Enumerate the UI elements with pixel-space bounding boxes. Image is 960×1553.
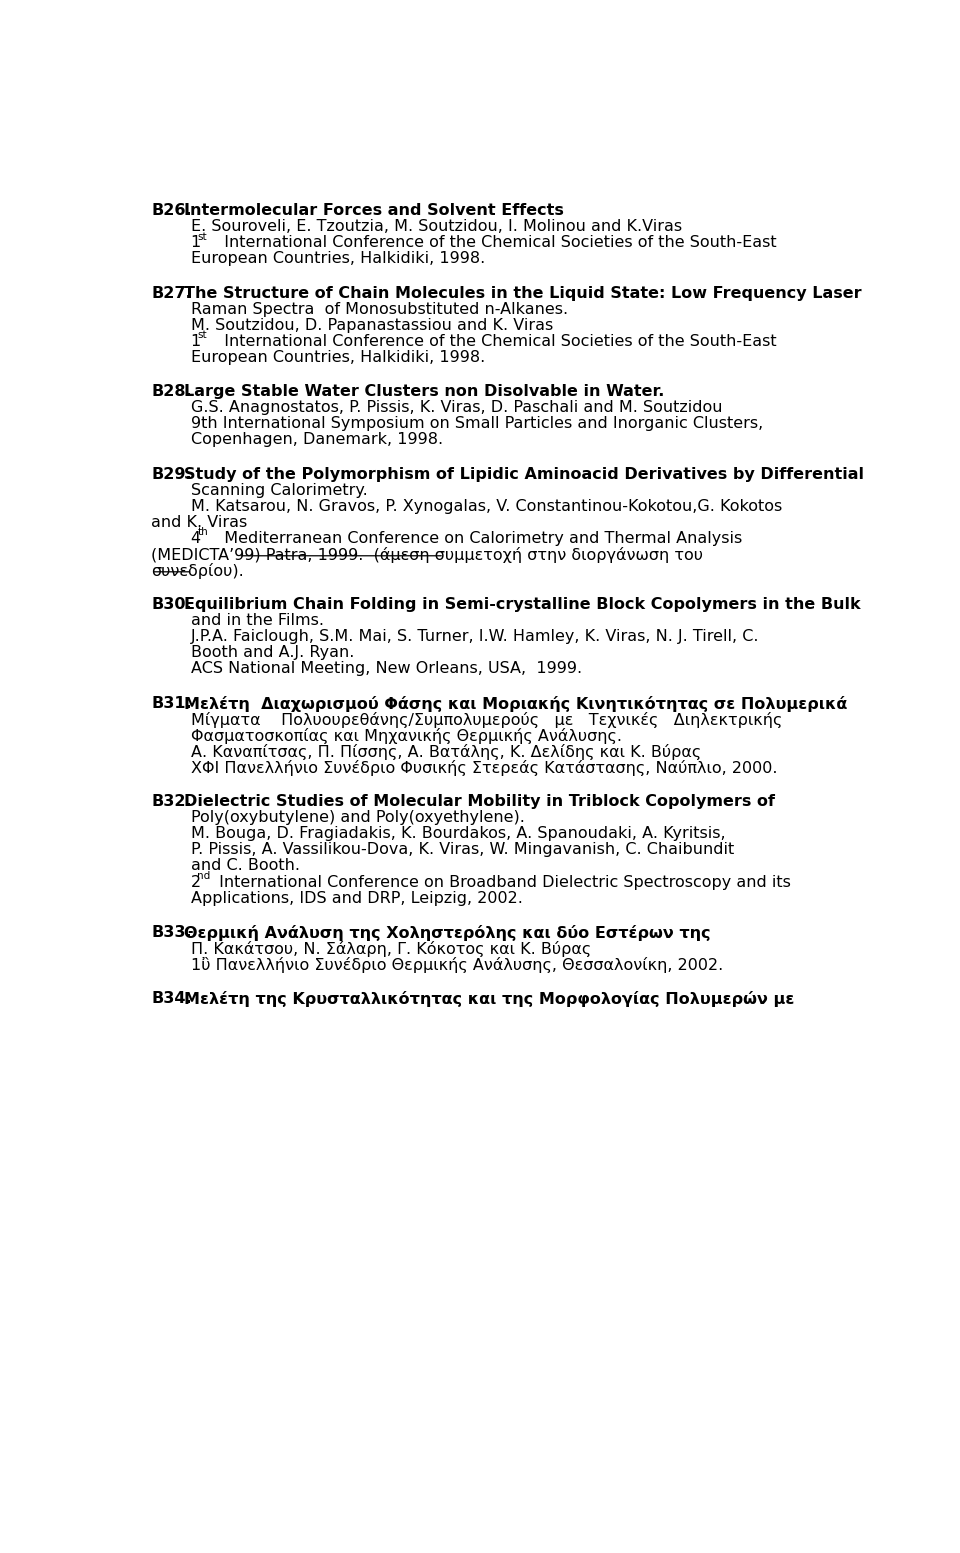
- Text: and C. Booth.: and C. Booth.: [191, 859, 300, 873]
- Text: st: st: [198, 231, 207, 242]
- Text: Study of the Polymorphism of Lipidic Aminoacid Derivatives by Differential: Study of the Polymorphism of Lipidic Ami…: [184, 467, 864, 481]
- Text: The Structure of Chain Molecules in the Liquid State: Low Frequency Laser: The Structure of Chain Molecules in the …: [184, 286, 862, 301]
- Text: Θερμική Ανάλυση της Χοληστερόλης και δύο Εστέρων της: Θερμική Ανάλυση της Χοληστερόλης και δύο…: [184, 926, 710, 941]
- Text: Equilibrium Chain Folding in Semi-crystalline Block Copolymers in the Bulk: Equilibrium Chain Folding in Semi-crysta…: [184, 598, 860, 612]
- Text: 9th International Symposium on Small Particles and Inorganic Clusters,: 9th International Symposium on Small Par…: [191, 416, 763, 432]
- Text: P. Pissis, A. Vassilikou-Dova, K. Viras, W. Mingavanish, C. Chaibundit: P. Pissis, A. Vassilikou-Dova, K. Viras,…: [191, 842, 734, 857]
- Text: Mediterranean Conference on Calorimetry and Thermal Analysis: Mediterranean Conference on Calorimetry …: [214, 531, 742, 545]
- Text: Β27.: Β27.: [152, 286, 192, 301]
- Text: nd: nd: [198, 871, 210, 881]
- Text: (MEDICTA’99) Patra, 1999.  (άμεση συμμετοχή στην διοργάνωση του: (MEDICTA’99) Patra, 1999. (άμεση συμμετο…: [152, 547, 704, 562]
- Text: Β28.: Β28.: [152, 384, 192, 399]
- Text: International Conference on Broadband Dielectric Spectroscopy and its: International Conference on Broadband Di…: [214, 874, 791, 890]
- Text: ΧΦΙ Πανελλήνιο Συνέδριο Φυσικής Στερεάς Κατάστασης, Ναύπλιο, 2000.: ΧΦΙ Πανελλήνιο Συνέδριο Φυσικής Στερεάς …: [191, 759, 778, 776]
- Text: 1: 1: [191, 334, 201, 349]
- Text: Booth and A.J. Ryan.: Booth and A.J. Ryan.: [191, 646, 354, 660]
- Text: Β26.: Β26.: [152, 203, 192, 217]
- Text: and K. Viras: and K. Viras: [152, 514, 248, 530]
- Text: συνεδρίου).: συνεδρίου).: [152, 562, 244, 579]
- Text: Β34.: Β34.: [152, 991, 192, 1006]
- Text: Copenhagen, Danemark, 1998.: Copenhagen, Danemark, 1998.: [191, 432, 443, 447]
- Text: Β33.: Β33.: [152, 926, 192, 940]
- Text: 1ὒ Πανελλήνιο Συνέδριο Θερμικής Ανάλυσης, Θεσσαλονίκη, 2002.: 1ὒ Πανελλήνιο Συνέδριο Θερμικής Ανάλυσης…: [191, 957, 723, 974]
- Text: Π. Κακάτσου, Ν. Σάλαρη, Γ. Κόκοτος και Κ. Βύρας: Π. Κακάτσου, Ν. Σάλαρη, Γ. Κόκοτος και Κ…: [191, 941, 591, 957]
- Text: Μίγματα    Πολυουρεθάνης/Συμπολυμερούς   με   Τεχνικές   Διηλεκτρικής: Μίγματα Πολυουρεθάνης/Συμπολυμερούς με Τ…: [191, 711, 782, 728]
- Text: Α. Καναπίτσας, Π. Πίσσης, Α. Βατάλης, Κ. Δελίδης και Κ. Βύρας: Α. Καναπίτσας, Π. Πίσσης, Α. Βατάλης, Κ.…: [191, 744, 701, 759]
- Text: G.S. Anagnostatos, P. Pissis, K. Viras, D. Paschali and M. Soutzidou: G.S. Anagnostatos, P. Pissis, K. Viras, …: [191, 401, 722, 415]
- Text: M. Bouga, D. Fragiadakis, K. Bourdakos, A. Spanoudaki, A. Kyritsis,: M. Bouga, D. Fragiadakis, K. Bourdakos, …: [191, 826, 726, 842]
- Text: Β32.: Β32.: [152, 795, 192, 809]
- Text: European Countries, Halkidiki, 1998.: European Countries, Halkidiki, 1998.: [191, 252, 485, 266]
- Text: E. Souroveli, E. Tzoutzia, M. Soutzidou, I. Molinou and K.Viras: E. Souroveli, E. Tzoutzia, M. Soutzidou,…: [191, 219, 682, 235]
- Text: ACS National Meeting, New Orleans, USA,  1999.: ACS National Meeting, New Orleans, USA, …: [191, 662, 582, 677]
- Text: J.P.A. Faiclough, S.M. Mai, S. Turner, I.W. Hamley, K. Viras, N. J. Tirell, C.: J.P.A. Faiclough, S.M. Mai, S. Turner, I…: [191, 629, 759, 644]
- Text: International Conference of the Chemical Societies of the South-East: International Conference of the Chemical…: [214, 235, 777, 250]
- Text: th: th: [198, 526, 208, 537]
- Text: Μελέτη της Κρυσταλλικότητας και της Μορφολογίας Πολυμερών με: Μελέτη της Κρυσταλλικότητας και της Μορφ…: [184, 991, 794, 1008]
- Text: Applications, IDS and DRP, Leipzig, 2002.: Applications, IDS and DRP, Leipzig, 2002…: [191, 890, 522, 905]
- Text: Dielectric Studies of Molecular Mobility in Triblock Copolymers of: Dielectric Studies of Molecular Mobility…: [184, 795, 775, 809]
- Text: Β30.: Β30.: [152, 598, 192, 612]
- Text: M. Katsarou, N. Gravos, P. Xynogalas, V. Constantinou-Kokotou,G. Kokotos: M. Katsarou, N. Gravos, P. Xynogalas, V.…: [191, 499, 782, 514]
- Text: Β29.: Β29.: [152, 467, 192, 481]
- Text: st: st: [198, 331, 207, 340]
- Text: Μελέτη  Διαχωρισμού Φάσης και Μοριακής Κινητικότητας σε Πολυμερικά: Μελέτη Διαχωρισμού Φάσης και Μοριακής Κι…: [184, 696, 848, 711]
- Text: and in the Films.: and in the Films.: [191, 613, 324, 629]
- Text: Φασματοσκοπίας και Μηχανικής Θερμικής Ανάλυσης.: Φασματοσκοπίας και Μηχανικής Θερμικής Αν…: [191, 728, 622, 744]
- Text: International Conference of the Chemical Societies of the South-East: International Conference of the Chemical…: [214, 334, 777, 349]
- Text: M. Soutzidou, D. Papanastassiou and K. Viras: M. Soutzidou, D. Papanastassiou and K. V…: [191, 318, 553, 332]
- Text: Scanning Calorimetry.: Scanning Calorimetry.: [191, 483, 368, 497]
- Text: Β31.: Β31.: [152, 696, 192, 711]
- Text: Intermolecular Forces and Solvent Effects: Intermolecular Forces and Solvent Effect…: [184, 203, 564, 217]
- Text: Large Stable Water Clusters non Disolvable in Water.: Large Stable Water Clusters non Disolvab…: [184, 384, 664, 399]
- Text: 1: 1: [191, 235, 201, 250]
- Text: European Countries, Halkidiki, 1998.: European Countries, Halkidiki, 1998.: [191, 349, 485, 365]
- Text: 2: 2: [191, 874, 201, 890]
- Text: 4: 4: [191, 531, 201, 545]
- Text: Poly(oxybutylene) and Poly(oxyethylene).: Poly(oxybutylene) and Poly(oxyethylene).: [191, 811, 524, 825]
- Text: Raman Spectra  of Monosubstituted n-Alkanes.: Raman Spectra of Monosubstituted n-Alkan…: [191, 301, 567, 317]
